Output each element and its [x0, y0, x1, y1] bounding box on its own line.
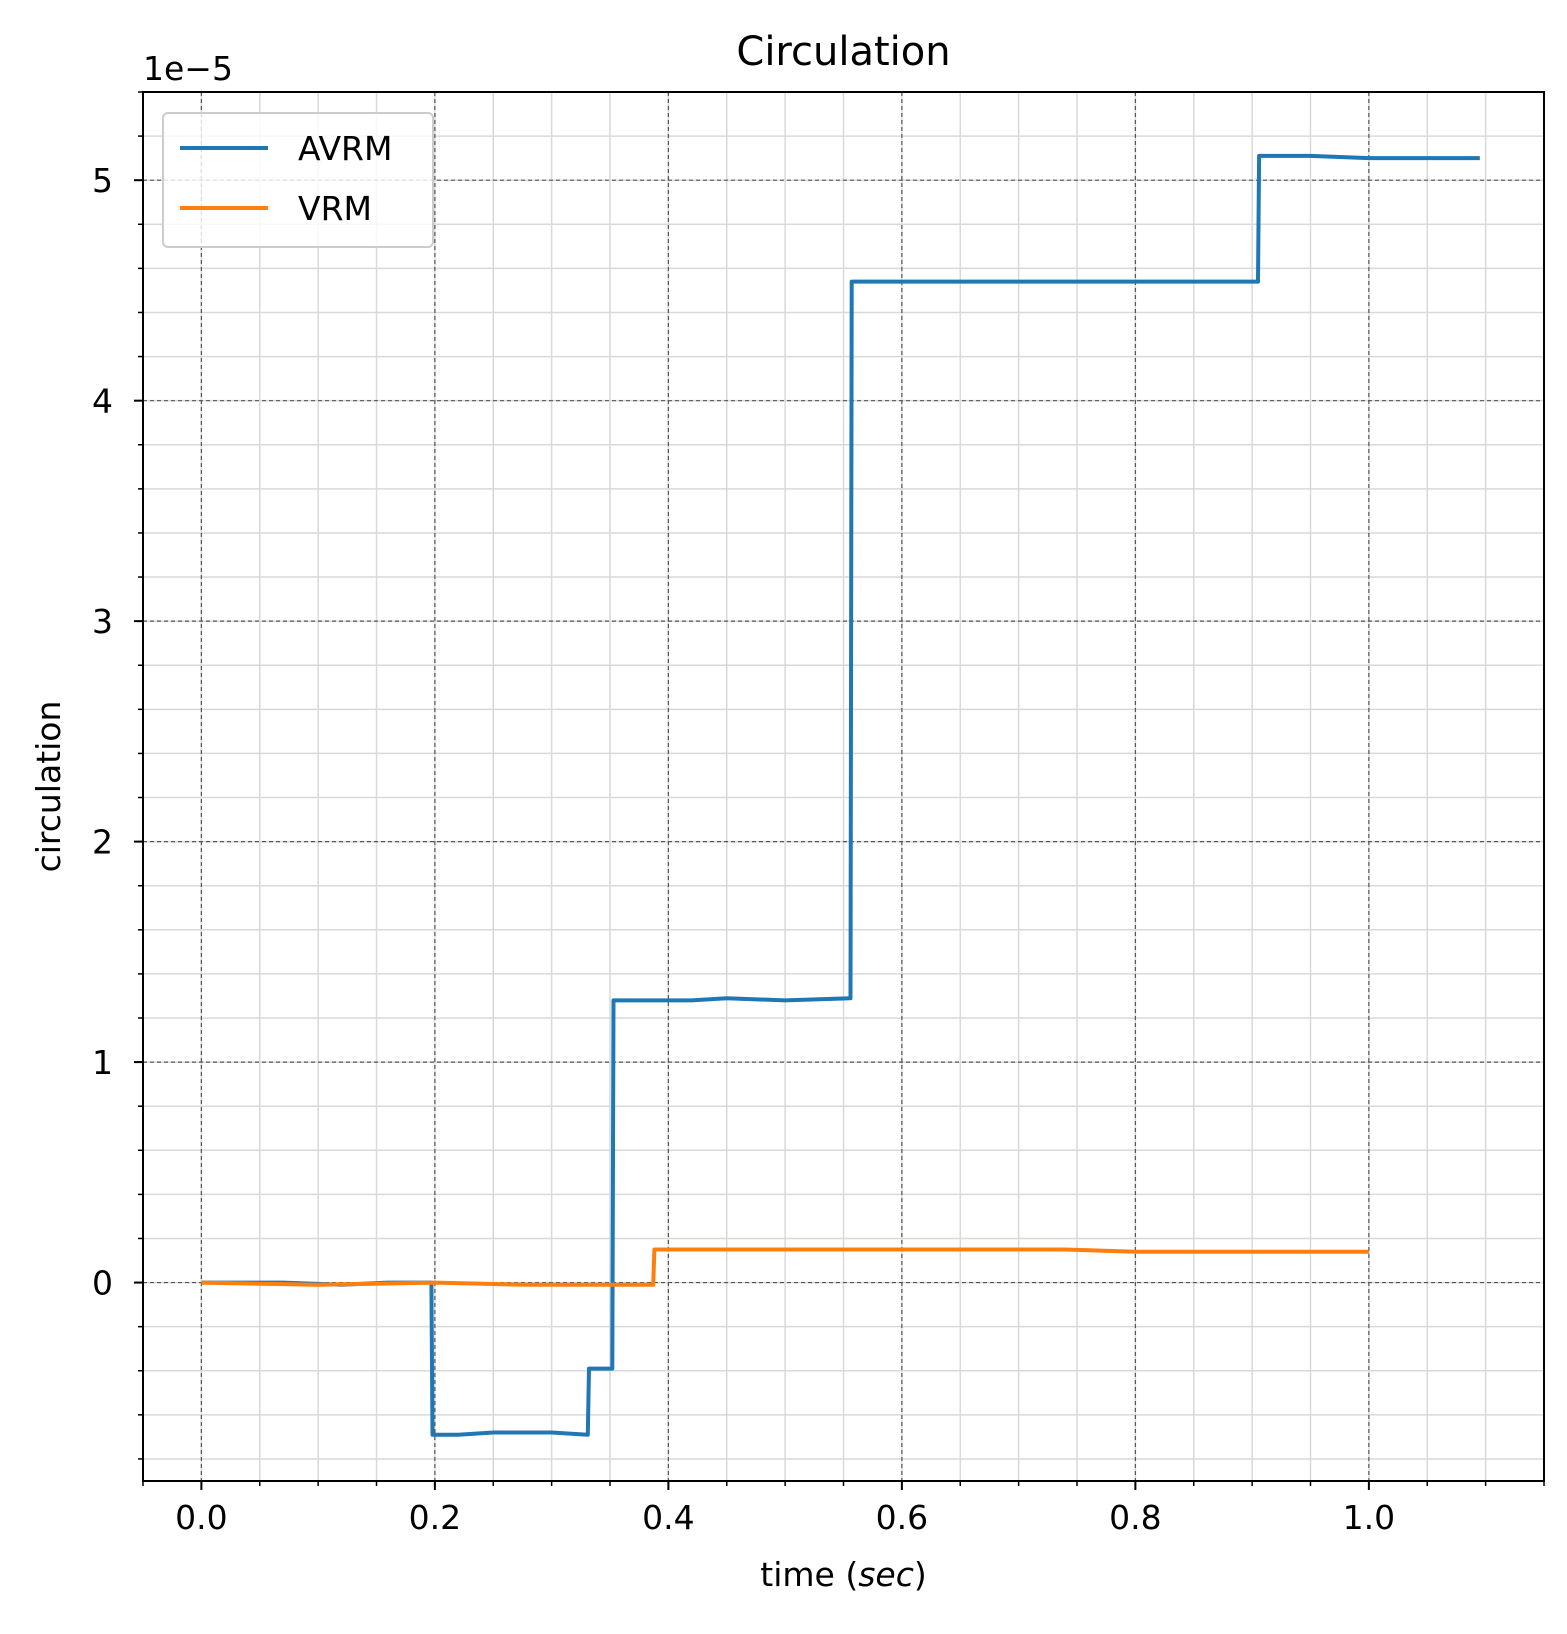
- series-line-vrm: [201, 1247, 1369, 1287]
- x-tick-label: 0.2: [409, 1498, 461, 1537]
- y-offset-label: 1e−5: [143, 49, 233, 88]
- y-tick-label: 0: [92, 1264, 113, 1303]
- legend-label-avrm: AVRM: [298, 129, 392, 168]
- ticks-layer: 0.0 0.2 0.4 0.6 0.8 1.0 0 1 2 3 4 5: [92, 91, 1545, 1537]
- x-tick-label: 0.0: [175, 1498, 227, 1537]
- y-tick-label: 2: [92, 823, 113, 862]
- x-tick-label: 0.4: [642, 1498, 694, 1537]
- y-tick-label: 4: [92, 382, 113, 421]
- y-tick-label: 1: [92, 1043, 113, 1082]
- series-line-avrm: [201, 153, 1480, 1437]
- x-axis-label-main: time (: [760, 1555, 858, 1594]
- x-axis-label-close: ): [914, 1555, 927, 1594]
- x-axis-label-unit: sec: [858, 1555, 914, 1594]
- y-tick-label: 3: [92, 602, 113, 641]
- x-axis-label: time (sec): [760, 1555, 926, 1594]
- x-tick-label: 0.8: [1109, 1498, 1161, 1537]
- y-tick-label: 5: [92, 161, 113, 200]
- y-axis-label: circulation: [29, 701, 68, 873]
- x-tick-label: 0.6: [876, 1498, 928, 1537]
- chart-title: Circulation: [736, 29, 950, 75]
- x-tick-label: 1.0: [1343, 1498, 1395, 1537]
- series-layer: [201, 153, 1480, 1437]
- legend-label-vrm: VRM: [298, 189, 372, 228]
- legend: AVRM VRM: [162, 112, 434, 248]
